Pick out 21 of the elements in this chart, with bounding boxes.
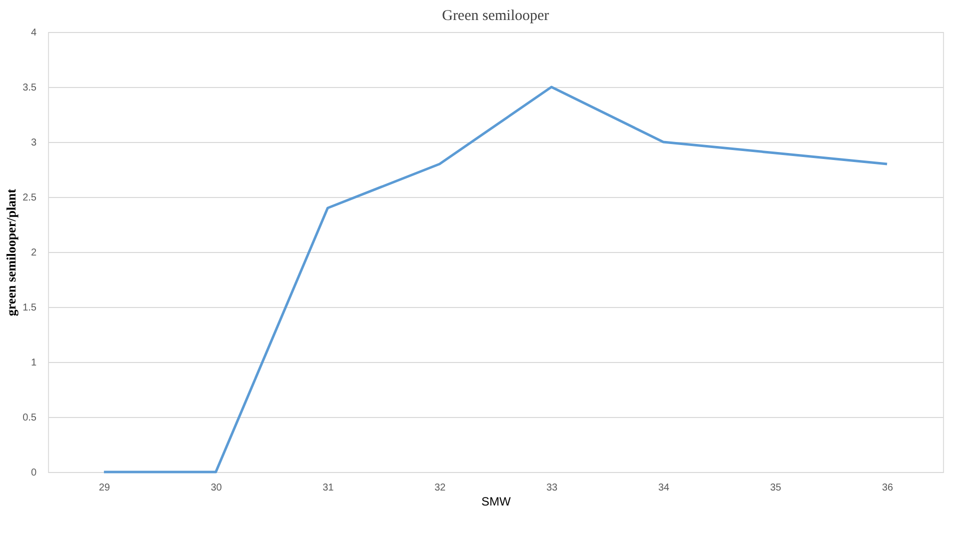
y-axis-title: green semilooper/plant xyxy=(4,188,19,316)
y-tick-label: 3.5 xyxy=(22,82,37,94)
x-tick-label: 30 xyxy=(210,482,222,494)
x-axis-title: SMW xyxy=(481,494,512,508)
x-tick-label: 35 xyxy=(770,482,782,494)
x-tick-label: 33 xyxy=(546,482,558,494)
x-tick-label: 34 xyxy=(658,482,670,494)
y-tick-label: 2 xyxy=(30,248,37,258)
y-tick-label: 2.5 xyxy=(22,192,37,204)
line-series xyxy=(102,86,888,474)
x-tick-label: 36 xyxy=(882,482,894,494)
y-tick-label: 0.5 xyxy=(22,412,37,424)
y-tick-label: 1.5 xyxy=(22,302,37,314)
x-tick-label: 31 xyxy=(322,482,334,494)
y-tick-label: 4 xyxy=(30,28,37,38)
y-tick-label: 3 xyxy=(30,138,37,148)
chart-title: Green semilooper xyxy=(442,8,550,24)
x-tick-label: 32 xyxy=(434,482,446,494)
y-tick-label: 0 xyxy=(30,468,37,478)
y-tick-label: 1 xyxy=(30,358,37,368)
x-tick-label: 29 xyxy=(98,482,110,494)
